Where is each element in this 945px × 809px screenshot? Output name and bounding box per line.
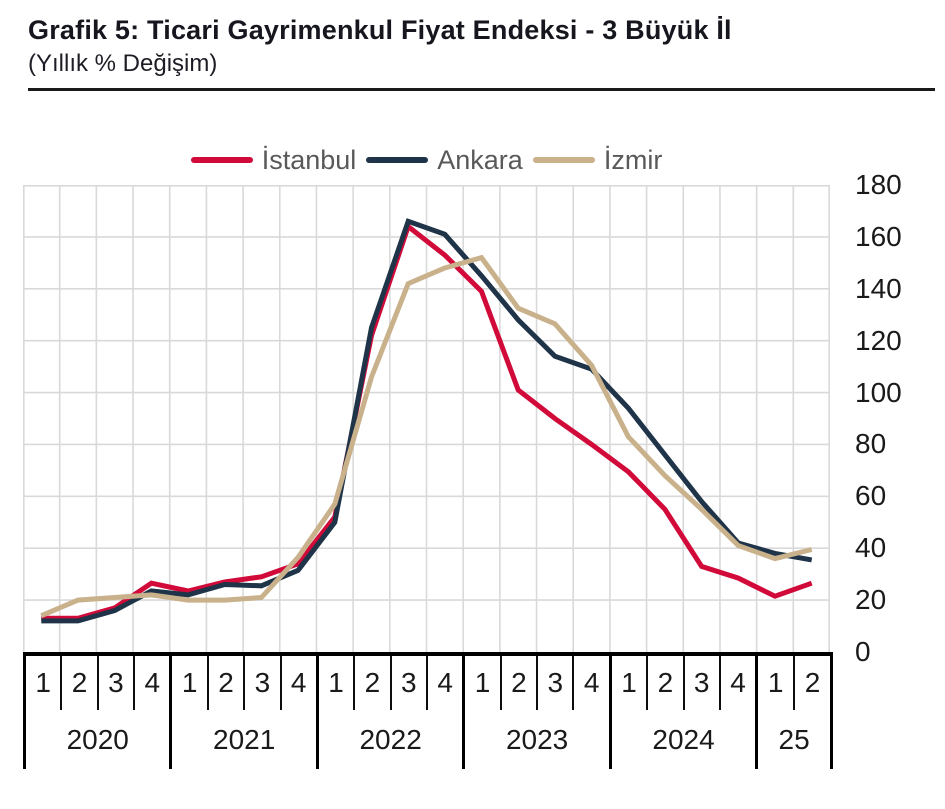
year-label: 2020 [66, 723, 129, 755]
quarter-label: 2 [657, 667, 674, 698]
quarter-cell: 1 [612, 656, 646, 710]
y-tick-label: 80 [855, 428, 887, 460]
chart-subtitle: (Yıllık % Değişim) [28, 49, 218, 77]
quarter-cell: 4 [133, 656, 169, 710]
title-block: Grafik 5: Ticari Gayrimenkul Fiyat Endek… [28, 14, 935, 79]
year-row: 2021 [172, 710, 315, 769]
quarter-label: 1 [621, 667, 637, 698]
series-line-istanbul [41, 222, 813, 621]
legend-line-swatch [190, 157, 253, 163]
quarter-label: 1 [181, 667, 198, 698]
quarter-label: 4 [583, 667, 600, 698]
quarter-cell: 4 [425, 656, 462, 710]
legend: İstanbul Ankara İzmir [23, 142, 830, 178]
quarter-label: 3 [254, 667, 271, 698]
quarter-cell: 1 [319, 656, 353, 710]
x-axis: 1 2 3 4 2020 1 2 3 4 2021 1 2 3 4 2022 1 2 3 4 2023 1 2 3 4 2024… [23, 652, 833, 769]
quarter-label: 2 [364, 667, 381, 698]
y-tick-label: 100 [855, 376, 902, 408]
year-row: 25 [758, 710, 830, 769]
quarter-label: 4 [290, 667, 307, 698]
chart-title: Grafik 5: Ticari Gayrimenkul Fiyat Endek… [28, 15, 732, 45]
year-group-2023: 1 2 3 4 2023 [465, 656, 612, 769]
quarter-cell: 2 [793, 656, 830, 710]
year-label: 2022 [359, 723, 422, 755]
quarter-cell: 3 [96, 656, 133, 710]
y-tick-label: 160 [855, 220, 902, 252]
quarter-label: 3 [693, 667, 710, 698]
quarter-label: 4 [144, 667, 161, 698]
quarter-cell: 2 [206, 656, 243, 710]
y-tick-label: 0 [855, 636, 871, 667]
y-tick-label: 40 [855, 532, 887, 564]
year-label: 25 [778, 723, 810, 755]
quarter-cell: 4 [718, 656, 755, 710]
legend-item-istanbul: İstanbul [190, 144, 357, 176]
year-row: 2024 [612, 710, 755, 769]
year-group-2024: 1 2 3 4 2024 [612, 656, 759, 769]
year-label: 2021 [213, 723, 276, 755]
series-line-izmir [40, 254, 813, 619]
legend-line-swatch [366, 157, 429, 163]
quarter-label: 1 [328, 667, 344, 698]
quarter-cell: 1 [26, 656, 60, 710]
quarter-cell: 2 [60, 656, 96, 710]
quarter-cell: 3 [536, 656, 572, 710]
quarter-label: 4 [730, 667, 746, 698]
legend-label: İstanbul [261, 144, 357, 175]
quarter-label: 1 [474, 667, 491, 698]
quarter-cell: 1 [465, 656, 499, 710]
year-group-2020: 1 2 3 4 2020 [26, 656, 173, 769]
y-tick-label: 20 [855, 584, 887, 616]
year-label: 2023 [505, 723, 569, 755]
year-row: 2020 [26, 710, 169, 769]
quarter-cell: 3 [682, 656, 719, 710]
title-divider [28, 88, 935, 91]
year-group-2022: 1 2 3 4 2022 [319, 656, 466, 769]
legend-label: Ankara [437, 144, 523, 175]
quarter-cell: 2 [646, 656, 682, 710]
quarter-label: 2 [804, 667, 821, 698]
quarter-cell: 2 [499, 656, 536, 710]
quarter-cell: 2 [353, 656, 389, 710]
y-tick-label: 180 [855, 169, 902, 200]
chart-canvas [23, 185, 830, 652]
quarter-cell: 1 [758, 656, 793, 710]
year-group-2021: 1 2 3 4 2021 [172, 656, 319, 769]
quarter-cell: 4 [572, 656, 608, 710]
quarter-label: 2 [71, 667, 88, 698]
quarter-label: 3 [108, 667, 124, 698]
series-line-ankara [41, 218, 813, 624]
quarter-label: 1 [767, 667, 784, 698]
quarter-cell: 1 [172, 656, 206, 710]
year-group-25: 1 2 25 [758, 656, 833, 769]
quarter-label: 1 [35, 667, 51, 698]
quarter-label: 2 [511, 667, 527, 698]
y-tick-label: 120 [855, 324, 902, 356]
quarter-cell: 4 [279, 656, 316, 710]
year-row: 2022 [319, 710, 462, 769]
year-label: 2024 [652, 723, 715, 755]
legend-item-ankara: Ankara [366, 145, 523, 176]
legend-item-izmir: İzmir [532, 144, 663, 176]
quarter-cell: 3 [243, 656, 279, 710]
quarter-cell: 3 [389, 656, 426, 710]
legend-line-swatch [532, 157, 595, 163]
year-row: 2023 [465, 710, 608, 769]
quarter-label: 3 [401, 667, 417, 698]
y-tick-label: 140 [855, 272, 902, 304]
quarter-label: 2 [218, 667, 234, 698]
y-tick-label: 60 [855, 480, 887, 512]
legend-label: İzmir [603, 144, 663, 175]
y-axis-labels: 180 160 140 120 100 80 60 40 20 0 [855, 169, 940, 667]
quarter-label: 3 [547, 667, 564, 698]
quarter-label: 4 [437, 667, 453, 698]
